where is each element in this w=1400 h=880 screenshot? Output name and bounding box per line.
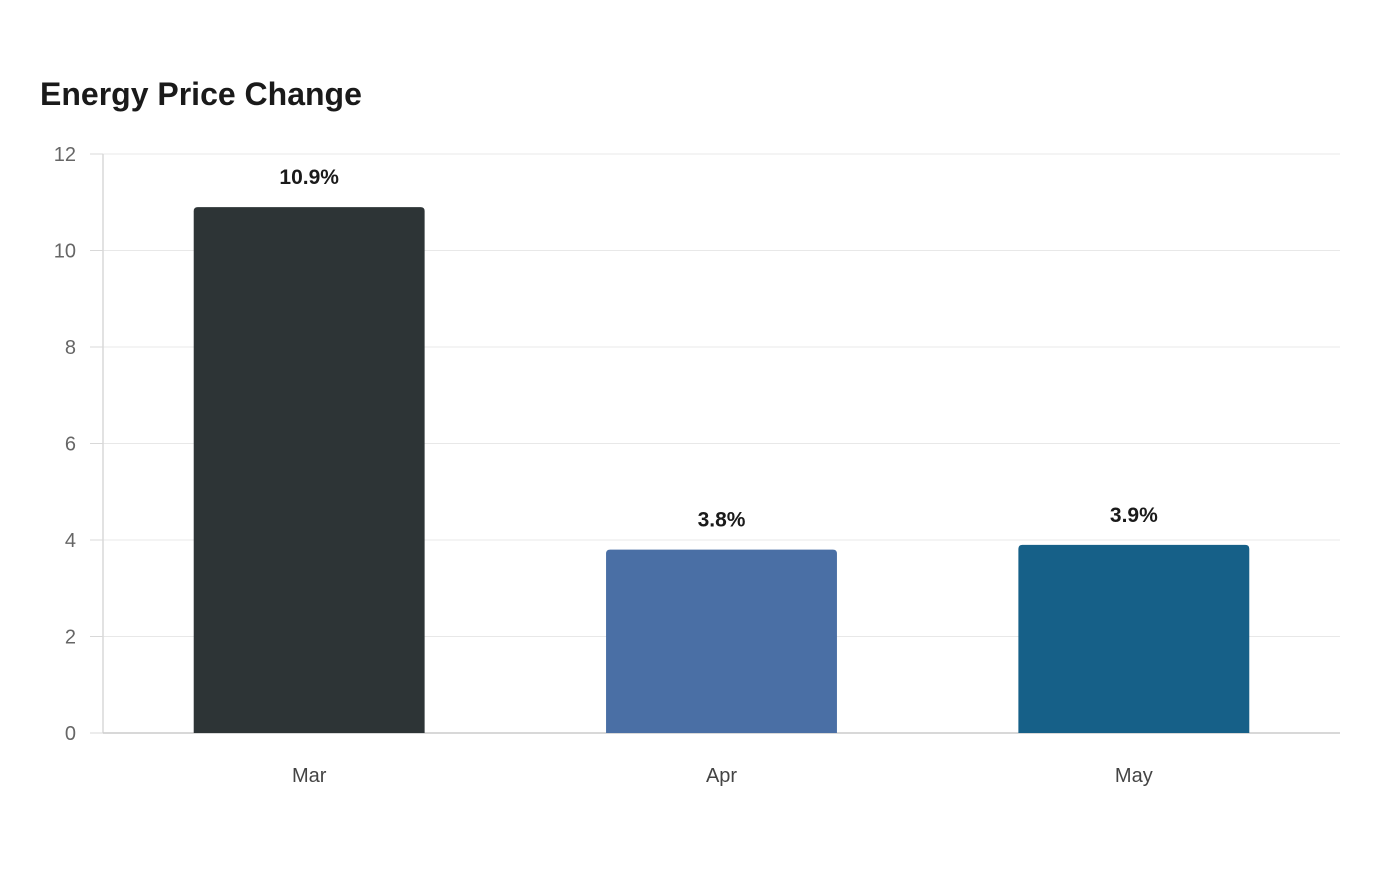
y-tick-label: 8	[65, 337, 76, 359]
y-tick-label: 0	[65, 723, 76, 745]
bar-may[interactable]	[1018, 544, 1250, 733]
y-tick-label: 10	[54, 241, 76, 263]
bar-apr[interactable]	[606, 549, 837, 733]
x-tick-label-may: May	[1115, 765, 1153, 787]
y-tick-label: 2	[65, 627, 76, 649]
data-label-mar: 10.9%	[279, 166, 339, 189]
bar-mar[interactable]	[193, 207, 425, 733]
y-tick-label: 12	[54, 144, 76, 166]
x-tick-label-mar: Mar	[292, 765, 327, 787]
data-label-apr: 3.8%	[698, 509, 746, 532]
y-tick-label: 4	[65, 530, 76, 552]
data-label-may: 3.9%	[1110, 504, 1158, 527]
labels: 0 2 4 6 8 10 12 10.9% Mar 3.8% Apr 3.9% May	[54, 144, 1158, 787]
y-tick-label: 6	[65, 434, 76, 456]
x-tick-label-apr: Apr	[706, 765, 737, 787]
bars	[193, 207, 1250, 733]
chart-title: Energy Price Change	[40, 76, 362, 112]
